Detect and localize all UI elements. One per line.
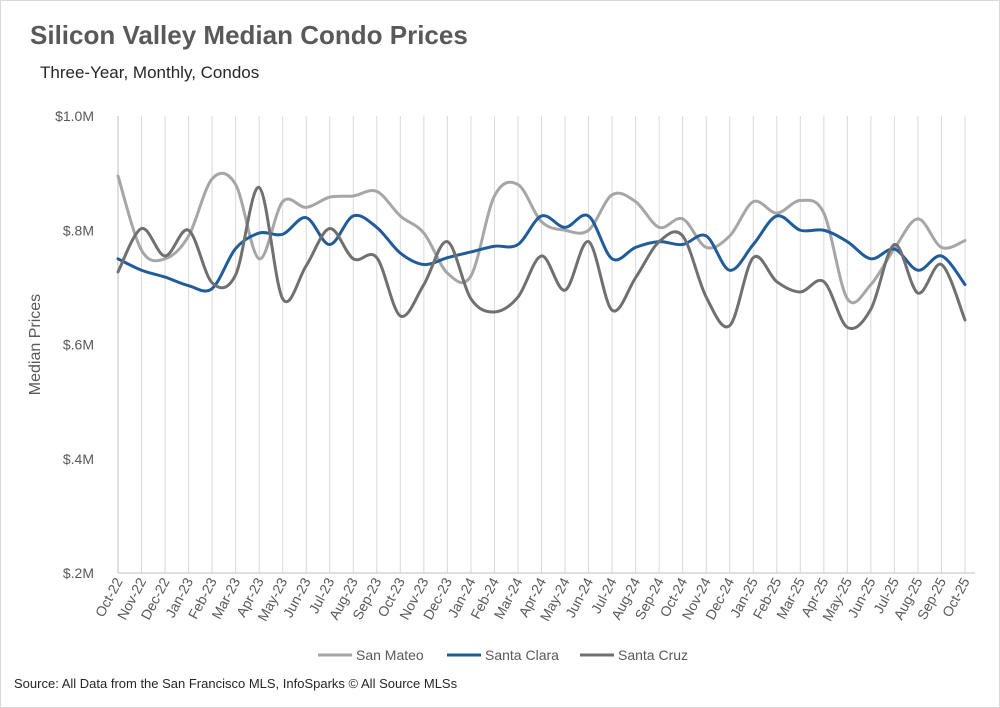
- series-line-santa-clara: [116, 213, 967, 293]
- legend-label-santa-cruz: Santa Cruz: [618, 647, 688, 663]
- y-tick-label: $.2M: [63, 565, 94, 581]
- legend-label-santa-clara: Santa Clara: [485, 647, 559, 663]
- chart-title: Silicon Valley Median Condo Prices: [30, 20, 468, 50]
- y-tick-labels: $.2M $.4M $.6M $.8M $1.0M: [55, 108, 94, 581]
- gridlines: [117, 116, 966, 573]
- y-axis-title: Median Prices: [27, 294, 44, 395]
- y-tick-label: $.8M: [63, 222, 94, 238]
- x-tick-labels: Oct-22Nov-22Dec-22Jan-23Feb-23Mar-23Apr-…: [92, 575, 973, 624]
- source-note: Source: All Data from the San Francisco …: [14, 676, 458, 691]
- y-tick-label: $.4M: [63, 451, 94, 467]
- axes: [117, 116, 975, 574]
- y-tick-label: $.6M: [63, 337, 94, 353]
- series-line-santa-cruz: [116, 185, 967, 330]
- y-tick-label: $1.0M: [55, 108, 94, 124]
- legend-label-san-mateo: San Mateo: [356, 647, 424, 663]
- chart-subtitle: Three-Year, Monthly, Condos: [40, 63, 260, 82]
- series-lines: [116, 171, 967, 330]
- legend: San Mateo Santa Clara Santa Cruz: [318, 647, 688, 663]
